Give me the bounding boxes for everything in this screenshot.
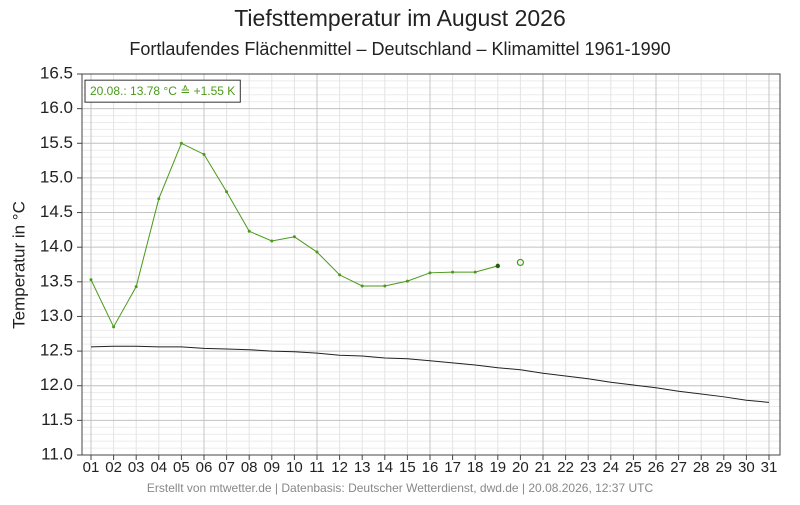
x-tick-label: 21 bbox=[535, 459, 552, 476]
point bbox=[360, 284, 364, 288]
x-tick-label: 17 bbox=[444, 459, 461, 476]
y-tick-label: 13.0 bbox=[40, 306, 73, 325]
y-tick-label: 11.0 bbox=[41, 444, 73, 463]
point bbox=[157, 197, 161, 201]
series-line bbox=[90, 345, 770, 403]
x-tick-label: 02 bbox=[105, 459, 122, 476]
point bbox=[179, 141, 183, 145]
chart-title: Tiefsttemperatur im August 2026 bbox=[234, 5, 566, 31]
point bbox=[134, 285, 138, 289]
x-tick-label: 26 bbox=[648, 459, 665, 476]
x-tick-label: 22 bbox=[557, 459, 574, 476]
footer: Erstellt von mtwetter.de | Datenbasis: D… bbox=[147, 481, 654, 495]
point bbox=[383, 284, 387, 288]
chart-subtitle: Fortlaufendes Flächenmittel – Deutschlan… bbox=[129, 39, 670, 59]
y-tick-label: 14.5 bbox=[40, 202, 73, 221]
point bbox=[405, 279, 409, 283]
y-tick-label: 15.0 bbox=[40, 167, 73, 186]
x-tick-label: 31 bbox=[761, 459, 778, 476]
y-tick-label: 16.5 bbox=[40, 63, 73, 82]
x-tick-label: 20 bbox=[512, 459, 529, 476]
x-tick-label: 28 bbox=[693, 459, 710, 476]
annotation: 20.08.: 13.78 °C ≙ +1.55 K bbox=[90, 84, 235, 98]
point bbox=[112, 325, 116, 329]
point bbox=[225, 190, 229, 194]
x-tick-label: 29 bbox=[715, 459, 732, 476]
point bbox=[247, 229, 251, 233]
x-tick-label: 12 bbox=[331, 459, 348, 476]
x-tick-label: 05 bbox=[173, 459, 190, 476]
y-tick-label: 15.5 bbox=[40, 133, 73, 152]
point bbox=[473, 270, 477, 274]
x-tick-label: 13 bbox=[354, 459, 371, 476]
x-tick-label: 03 bbox=[128, 459, 145, 476]
x-tick-label: 04 bbox=[150, 459, 167, 476]
point bbox=[451, 270, 455, 274]
x-tick-label: 19 bbox=[489, 459, 506, 476]
x-tick-label: 30 bbox=[738, 459, 755, 476]
x-tick-label: 24 bbox=[602, 459, 619, 476]
point bbox=[202, 152, 206, 156]
point bbox=[270, 239, 274, 243]
x-tick-label: 23 bbox=[580, 459, 597, 476]
y-tick-label: 11.5 bbox=[41, 410, 73, 429]
y-tick-label: 16.0 bbox=[40, 98, 73, 117]
x-tick-label: 09 bbox=[263, 459, 280, 476]
y-tick-label: 14.0 bbox=[40, 237, 73, 256]
annotation-box bbox=[84, 79, 241, 103]
x-tick-label: 11 bbox=[309, 459, 325, 476]
x-tick-label: 01 bbox=[83, 459, 100, 476]
y-tick-label: 13.5 bbox=[40, 271, 73, 290]
y-axis-label: Temperatur in °C bbox=[9, 201, 28, 329]
plot-frame bbox=[81, 73, 781, 456]
point bbox=[428, 271, 432, 275]
point bbox=[338, 273, 342, 277]
x-tick-label: 18 bbox=[467, 459, 484, 476]
x-tick-label: 08 bbox=[241, 459, 258, 476]
x-tick-label: 25 bbox=[625, 459, 642, 476]
y-tick-label: 12.5 bbox=[40, 341, 73, 360]
current-point bbox=[516, 258, 525, 267]
y-tick-label: 12.0 bbox=[40, 375, 73, 394]
point bbox=[315, 250, 319, 254]
x-tick-label: 16 bbox=[422, 459, 439, 476]
x-tick-label: 15 bbox=[399, 459, 416, 476]
x-tick-label: 27 bbox=[670, 459, 687, 476]
point bbox=[89, 278, 93, 282]
point bbox=[495, 263, 500, 269]
point bbox=[292, 235, 296, 239]
x-tick-label: 14 bbox=[376, 459, 393, 476]
x-tick-label: 06 bbox=[196, 459, 213, 476]
x-tick-label: 07 bbox=[218, 459, 235, 476]
x-tick-label: 10 bbox=[286, 459, 303, 476]
